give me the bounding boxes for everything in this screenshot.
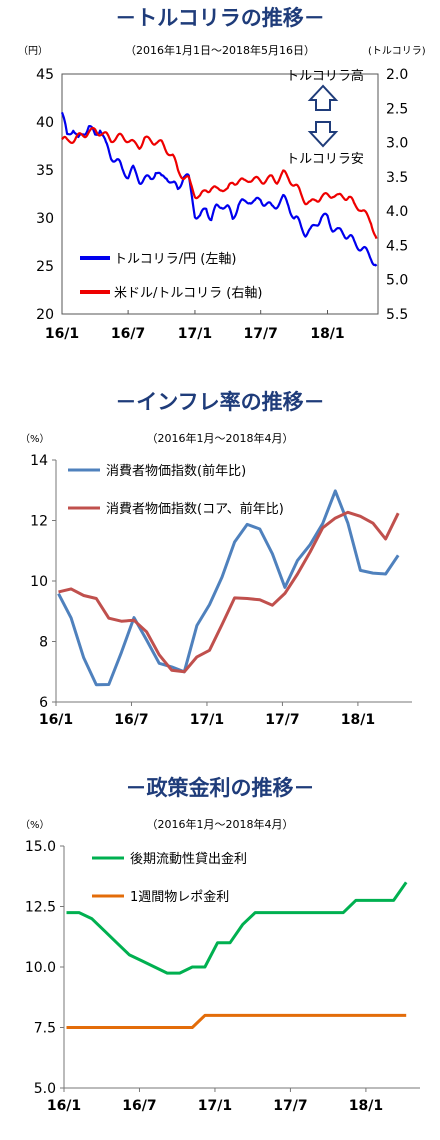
chart2-series-line-2	[58, 510, 400, 674]
chart1-left-unit: （円）	[18, 46, 48, 57]
chart1-ytick-right: 4.5	[386, 238, 408, 254]
chart2-subtitle: （2016年1月～2018年4月）	[146, 432, 294, 445]
chart1-ytick-left: 40	[36, 115, 54, 131]
chart3-legend-label-2: 1週間物レポ金利	[130, 889, 229, 905]
chart2-ytick-label: 12	[30, 514, 48, 530]
chart1-xtick-label: 18/1	[310, 326, 344, 342]
chart3-xtick-label: 18/1	[349, 1098, 383, 1114]
chart1-series-line-2	[61, 126, 378, 240]
chart1-ytick-right: 2.5	[386, 101, 408, 117]
chart1-ytick-left: 45	[36, 67, 54, 83]
chart3-xtick-label: 17/1	[198, 1098, 232, 1114]
chart1-title: －トルコリラの推移－	[115, 6, 325, 30]
chart2-xtick-label: 16/1	[39, 712, 73, 728]
chart1-ytick-right: 5.5	[386, 307, 408, 323]
chart2-legend-label-2: 消費者物価指数(コア、前年比)	[106, 501, 284, 517]
chart3-xtick-label: 16/1	[47, 1098, 81, 1114]
chart3-series-line-2	[66, 1013, 407, 1029]
chart1-ytick-left: 25	[36, 259, 54, 275]
chart1-xtick-label: 16/1	[45, 326, 79, 342]
chart2-ytick-label: 14	[30, 453, 48, 469]
chart1-frame	[61, 73, 379, 315]
chart1-ytick-right: 4.0	[386, 204, 408, 220]
chart1-series-line-1	[60, 112, 378, 267]
chart2-xtick-label: 17/1	[190, 712, 224, 728]
chart2-series-line-1	[57, 489, 400, 687]
chart3-ytick-label: 12.5	[25, 900, 56, 916]
chart1-ytick-right: 3.5	[386, 170, 408, 186]
chart2-ytick-label: 8	[39, 635, 48, 651]
chart1-ytick-right: 5.0	[386, 273, 408, 289]
chart2-legend-label-1: 消費者物価指数(前年比)	[106, 463, 246, 479]
chart1-ytick-right: 3.0	[386, 136, 408, 152]
chart1-xtick-label: 17/7	[244, 326, 278, 342]
chart1-legend-label-2: 米ドル/トルコリラ (右軸)	[114, 286, 262, 301]
chart1-down-arrow-icon	[307, 121, 339, 148]
chart3-ytick-label: 5.0	[34, 1081, 56, 1097]
chart1-subtitle: （2016年1月1日～2018年5月16日）	[125, 44, 315, 57]
chart1-xtick-label: 17/1	[178, 326, 212, 342]
chart1-right-unit: (トルコリラ)	[368, 46, 426, 57]
chart2-title: －インフレ率の推移－	[115, 390, 325, 414]
chart3-ytick-label: 10.0	[25, 960, 56, 976]
chart1-up-arrow-icon	[307, 84, 339, 111]
chart1-ytick-left: 20	[36, 307, 54, 323]
chart1-annotation-up: トルコリラ高	[286, 68, 364, 84]
chart1-xtick-label: 16/7	[111, 326, 145, 342]
chart2-xtick-label: 16/7	[114, 712, 148, 728]
chart3-unit: （%）	[20, 820, 50, 831]
chart3-subtitle: （2016年1月～2018年4月）	[146, 818, 294, 831]
chart2-plot: 6 8 10 12 14 16/1 16/7 17/1 17/7 18/1 消費者物価指数(前年比)…	[30, 453, 412, 728]
chart3-legend-label-1: 後期流動性貸出金利	[130, 851, 247, 867]
chart3-series-line-1	[66, 881, 408, 975]
chart3-xtick-label: 16/7	[122, 1098, 156, 1114]
chart2-ytick-label: 10	[30, 574, 48, 590]
chart1-ytick-left: 35	[36, 163, 54, 179]
chart1-legend-label-1: トルコリラ/円 (左軸)	[114, 252, 236, 267]
chart1-ytick-left: 30	[36, 211, 54, 227]
chart2-xtick-label: 18/1	[341, 712, 375, 728]
chart2-xtick-label: 17/7	[265, 712, 299, 728]
chart3-xtick-label: 17/7	[273, 1098, 307, 1114]
chart1-ytick-right: 2.0	[386, 67, 408, 83]
chart2-ytick-label: 6	[39, 695, 48, 711]
chart3-ytick-label: 15.0	[25, 839, 56, 855]
chart2-unit: （%）	[20, 434, 50, 445]
chart3-title: －政策金利の推移－	[125, 776, 315, 800]
chart3-ytick-label: 7.5	[34, 1021, 56, 1037]
chart1-plot: 20 25 30 35 40 45 2.0 2.5 3.0 3.5 4.0 4.5 5.0 5.5 16/1…	[36, 67, 408, 342]
chart3-plot: 5.0 7.5 10.0 12.5 15.0 16/1 16/7 17/1 17/7 18/1 後期…	[25, 839, 420, 1114]
chart1-annotation-down: トルコリラ安	[286, 152, 364, 167]
